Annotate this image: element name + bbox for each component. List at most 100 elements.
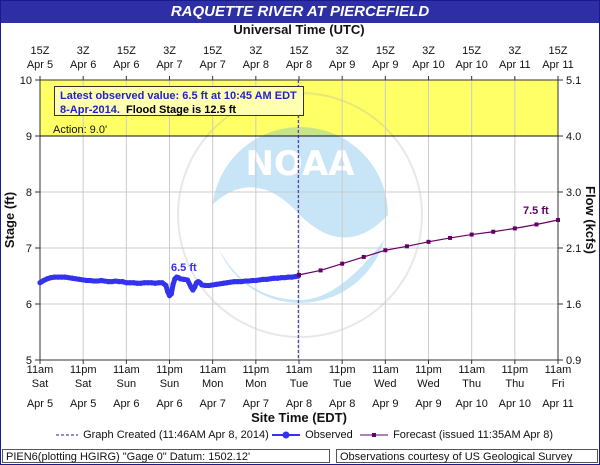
x-bottom-tick-label: 11am bbox=[372, 364, 399, 376]
series-layer bbox=[37, 218, 560, 299]
x-top-tick-label: 3Z bbox=[163, 45, 176, 57]
observed-point bbox=[91, 278, 97, 284]
x-bottom-tick-day: Mon bbox=[245, 378, 266, 390]
x-top-tick-date: Apr 9 bbox=[329, 59, 355, 71]
x-bottom-tick-label: 11pm bbox=[242, 364, 269, 376]
x-bottom-tick-date: Apr 6 bbox=[113, 398, 139, 410]
forecast-point bbox=[469, 232, 474, 237]
forecast-point bbox=[361, 254, 366, 259]
x-bottom-tick-label: 11am bbox=[199, 364, 226, 376]
x-bottom-tick-date: Apr 5 bbox=[70, 398, 96, 410]
legend-forecast-label: Forecast (issued 11:35AM Apr 8) bbox=[393, 429, 554, 441]
observed-point bbox=[134, 280, 140, 286]
observed-point bbox=[145, 280, 151, 286]
legend: Graph Created (11:46AM Apr 8, 2014) Obse… bbox=[40, 428, 580, 444]
x-top-tick-date: Apr 7 bbox=[200, 59, 226, 71]
x-bottom-tick-date: Apr 7 bbox=[243, 398, 269, 410]
x-top-tick-label: 3Z bbox=[336, 45, 349, 57]
x-top-tick-label: 15Z bbox=[462, 45, 481, 57]
gage-datum-footer: PIEN6(plotting HGIRG) "Gage 0" Datum: 15… bbox=[2, 449, 330, 463]
observed-line-icon bbox=[272, 431, 300, 439]
x-bottom-tick-day: Sat bbox=[32, 378, 49, 390]
x-bottom-tick-day: Fri bbox=[552, 378, 565, 390]
x-bottom-tick-label: 11pm bbox=[501, 364, 528, 376]
observed-point bbox=[260, 276, 266, 282]
x-bottom-tick-date: Apr 8 bbox=[329, 398, 355, 410]
x-top-tick-date: Apr 10 bbox=[412, 59, 444, 71]
observed-point bbox=[202, 282, 209, 289]
observed-point bbox=[156, 280, 162, 286]
x-bottom-tick-date: Apr 6 bbox=[156, 398, 182, 410]
x-top-tick-date: Apr 8 bbox=[243, 59, 269, 71]
observed-point bbox=[168, 291, 174, 297]
forecast-point bbox=[491, 229, 496, 234]
observed-point bbox=[51, 274, 57, 280]
legend-forecast: Forecast (issued 11:35AM Apr 8) bbox=[360, 428, 553, 442]
observed-point bbox=[163, 282, 169, 289]
x-top-tick-date: Apr 6 bbox=[70, 59, 96, 71]
x-bottom-tick-label: 11pm bbox=[329, 364, 356, 376]
observed-point bbox=[249, 277, 255, 284]
observed-point bbox=[141, 280, 147, 286]
forecast-line-icon bbox=[360, 433, 388, 438]
observed-point bbox=[127, 280, 133, 286]
observed-point bbox=[159, 280, 165, 286]
x-bottom-tick-date: Apr 10 bbox=[455, 398, 487, 410]
observed-point bbox=[123, 280, 129, 286]
x-top-tick-date: Apr 6 bbox=[113, 59, 139, 71]
dashed-line-icon bbox=[56, 434, 78, 436]
observed-point bbox=[231, 279, 237, 285]
forecast-point bbox=[340, 261, 345, 266]
observed-point bbox=[105, 279, 111, 285]
observed-point bbox=[285, 274, 291, 280]
x-bottom-tick-label: 11am bbox=[113, 364, 140, 376]
x-bottom-tick-date: Apr 9 bbox=[372, 398, 398, 410]
y2-tick-label: 2.1 bbox=[566, 243, 581, 255]
x-bottom-tick-day: Mon bbox=[202, 378, 223, 390]
top-axis-title: Universal Time (UTC) bbox=[233, 22, 364, 37]
forecast-point bbox=[383, 248, 388, 253]
x-bottom-tick-date: Apr 5 bbox=[27, 398, 53, 410]
observed-point bbox=[235, 279, 241, 285]
x-top-tick-label: 3Z bbox=[422, 45, 435, 57]
observed-point bbox=[192, 284, 198, 290]
latest-observation-text: Latest observed value: 6.5 ft at 10:45 A… bbox=[60, 90, 297, 102]
x-top-tick-date: Apr 9 bbox=[372, 59, 398, 71]
forecast-point bbox=[318, 268, 323, 273]
observed-point bbox=[278, 275, 284, 281]
x-bottom-tick-day: Thu bbox=[462, 378, 481, 390]
x-top-tick-label: 15Z bbox=[549, 45, 568, 57]
x-top-tick-label: 15Z bbox=[290, 45, 309, 57]
action-stage-label: Action: 9.0' bbox=[53, 124, 107, 136]
tick-layer: 5 0.9 6 1.6 7 2.1 8 3.0 9 4.0 10 5.1 15Z Apr 5 3Z Apr 6… bbox=[20, 45, 582, 410]
y-tick-label: 8 bbox=[26, 187, 32, 199]
y2-tick-label: 0.9 bbox=[566, 355, 581, 367]
observed-point bbox=[271, 275, 277, 281]
legend-graph-created-label: Graph Created (11:46AM Apr 8, 2014) bbox=[83, 429, 269, 441]
observed-point bbox=[84, 277, 90, 284]
x-bottom-tick-label: 11am bbox=[458, 364, 485, 376]
x-bottom-tick-date: Apr 8 bbox=[286, 398, 312, 410]
x-top-tick-date: Apr 5 bbox=[27, 59, 53, 71]
x-top-tick-date: Apr 10 bbox=[455, 59, 487, 71]
x-top-tick-date: Apr 11 bbox=[542, 59, 574, 71]
x-top-tick-label: 15Z bbox=[203, 45, 222, 57]
x-top-tick-label: 3Z bbox=[249, 45, 262, 57]
x-bottom-tick-day: Wed bbox=[417, 378, 439, 390]
flood-stage-text: Flood Stage is 12.5 ft bbox=[126, 104, 237, 116]
observed-point bbox=[116, 279, 122, 285]
observed-point bbox=[58, 274, 65, 280]
forecast-point bbox=[556, 218, 560, 222]
x-bottom-tick-day: Tue bbox=[333, 378, 352, 390]
x-bottom-tick-day: Thu bbox=[505, 378, 524, 390]
x-top-tick-label: 3Z bbox=[508, 45, 521, 57]
x-bottom-tick-day: Tue bbox=[290, 378, 309, 390]
legend-observed-label: Observed bbox=[305, 429, 353, 441]
legend-observed: Observed bbox=[272, 428, 353, 442]
x-bottom-tick-day: Sun bbox=[160, 378, 180, 390]
x-top-tick-date: Apr 11 bbox=[499, 59, 531, 71]
x-top-tick-date: Apr 8 bbox=[286, 59, 312, 71]
left-axis-title: Stage (ft) bbox=[2, 192, 17, 248]
y-tick-label: 5 bbox=[26, 355, 32, 367]
observed-value-label: 6.5 ft bbox=[171, 262, 197, 274]
